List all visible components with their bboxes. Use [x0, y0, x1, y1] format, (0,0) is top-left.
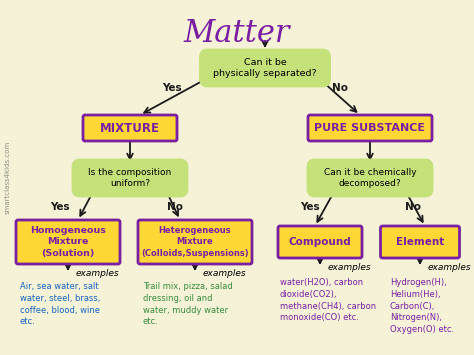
Text: Is the composition
uniform?: Is the composition uniform? — [88, 168, 172, 188]
Text: Matter: Matter — [184, 18, 290, 49]
Text: Heterogeneous
Mixture
(Colloids,Suspensions): Heterogeneous Mixture (Colloids,Suspensi… — [141, 226, 249, 258]
FancyBboxPatch shape — [381, 226, 459, 258]
FancyBboxPatch shape — [16, 220, 120, 264]
Text: Can it be
physically separated?: Can it be physically separated? — [213, 58, 317, 78]
Text: No: No — [405, 202, 421, 212]
Text: PURE SUBSTANCE: PURE SUBSTANCE — [315, 123, 426, 133]
Text: smartclass4kids.com: smartclass4kids.com — [5, 140, 11, 214]
Text: examples: examples — [76, 269, 119, 279]
FancyBboxPatch shape — [83, 115, 177, 141]
Text: Compound: Compound — [289, 237, 351, 247]
Text: Homogeneous
Mixture
(Solution): Homogeneous Mixture (Solution) — [30, 226, 106, 258]
Text: Yes: Yes — [50, 202, 70, 212]
Text: No: No — [332, 83, 348, 93]
Text: Yes: Yes — [300, 202, 320, 212]
Text: examples: examples — [328, 263, 372, 273]
Text: Element: Element — [396, 237, 444, 247]
FancyBboxPatch shape — [308, 115, 432, 141]
FancyBboxPatch shape — [278, 226, 362, 258]
FancyBboxPatch shape — [73, 159, 188, 197]
Text: Can it be chemically
decomposed?: Can it be chemically decomposed? — [324, 168, 416, 188]
FancyBboxPatch shape — [138, 220, 252, 264]
FancyBboxPatch shape — [200, 49, 330, 87]
Text: examples: examples — [428, 263, 472, 273]
Text: examples: examples — [203, 269, 246, 279]
Text: MIXTURE: MIXTURE — [100, 121, 160, 135]
Text: No: No — [167, 202, 183, 212]
Text: Air, sea water, salt
water, steel, brass,
coffee, blood, wine
etc.: Air, sea water, salt water, steel, brass… — [20, 282, 100, 326]
Text: Trail mix, pizza, salad
dressing, oil and
water, muddy water
etc.: Trail mix, pizza, salad dressing, oil an… — [143, 282, 233, 326]
FancyBboxPatch shape — [307, 159, 433, 197]
Text: Yes: Yes — [162, 83, 182, 93]
Text: water(H2O), carbon
dioxide(CO2),
methane(CH4), carbon
monoxide(CO) etc.: water(H2O), carbon dioxide(CO2), methane… — [280, 278, 376, 322]
Text: Hydrogen(H),
Helium(He),
Carbon(C),
Nitrogen(N),
Oxygen(O) etc.: Hydrogen(H), Helium(He), Carbon(C), Nitr… — [390, 278, 454, 334]
